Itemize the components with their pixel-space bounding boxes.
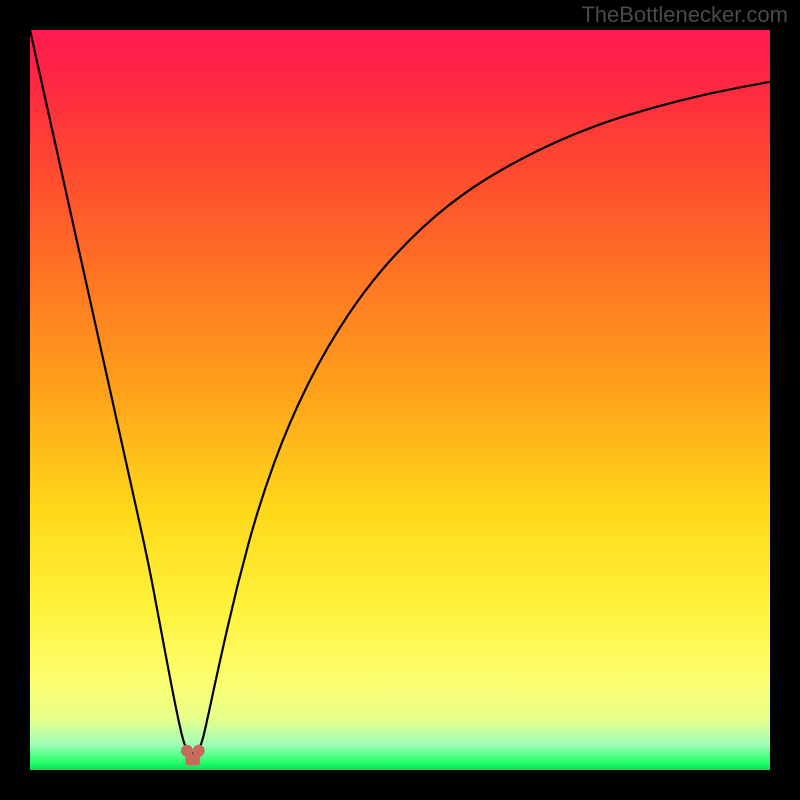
watermark-text: TheBottlenecker.com [581, 2, 788, 28]
trough-marker [181, 745, 193, 757]
chart-frame: TheBottlenecker.com [0, 0, 800, 800]
trough-marker [193, 745, 205, 757]
gradient-background [30, 30, 770, 770]
plot-area [30, 30, 770, 770]
